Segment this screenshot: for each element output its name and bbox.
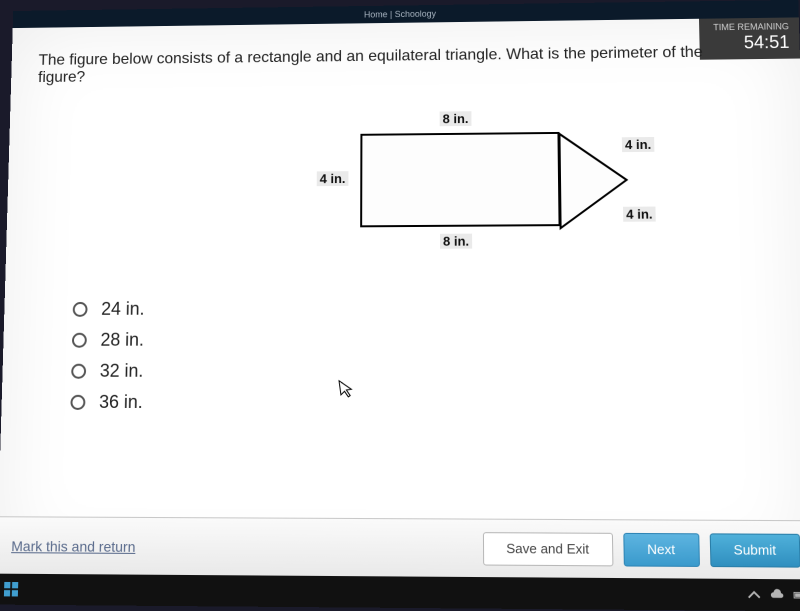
- answer-option[interactable]: 24 in.: [73, 299, 145, 320]
- answer-list: 24 in. 28 in. 32 in. 36 in.: [70, 299, 145, 423]
- chevron-up-icon[interactable]: [747, 587, 762, 602]
- rectangle-shape: [360, 132, 560, 227]
- dim-left: 4 in.: [317, 171, 349, 186]
- battery-icon[interactable]: [793, 588, 800, 603]
- quiz-footer: Mark this and return Save and Exit Next …: [0, 516, 800, 579]
- dim-bottom: 8 in.: [440, 234, 472, 249]
- browser-tab[interactable]: Home | Schoology: [354, 5, 446, 24]
- time-remaining-label: TIME REMAINING: [713, 21, 789, 33]
- dim-top: 8 in.: [440, 111, 472, 126]
- cursor-icon: [338, 378, 357, 405]
- save-and-exit-button[interactable]: Save and Exit: [482, 532, 613, 566]
- answer-option[interactable]: 36 in.: [70, 392, 143, 413]
- answer-label: 24 in.: [101, 299, 145, 320]
- radio-icon[interactable]: [71, 364, 86, 379]
- dim-right-lower: 4 in.: [623, 207, 656, 222]
- footer-spacer: [135, 546, 472, 548]
- windows-start-icon[interactable]: [4, 582, 18, 597]
- answer-option[interactable]: 28 in.: [72, 330, 144, 351]
- question-text: The figure below consists of a rectangle…: [38, 44, 740, 87]
- answer-option[interactable]: 32 in.: [71, 361, 144, 382]
- figure-diagram: 8 in. 4 in. 4 in. 4 in. 8 in.: [300, 107, 662, 268]
- dim-right-upper: 4 in.: [622, 137, 655, 152]
- answer-label: 36 in.: [99, 392, 143, 413]
- answer-label: 28 in.: [100, 330, 144, 351]
- monitor-screen: Home | Schoology TIME REMAINING 54:51 Th…: [0, 0, 800, 611]
- radio-icon[interactable]: [70, 395, 85, 410]
- submit-button[interactable]: Submit: [709, 533, 800, 567]
- quiz-panel: TIME REMAINING 54:51 The figure below co…: [0, 17, 800, 579]
- radio-icon[interactable]: [72, 333, 87, 348]
- mark-and-return-link[interactable]: Mark this and return: [11, 537, 136, 554]
- next-button[interactable]: Next: [623, 532, 699, 566]
- cloud-icon[interactable]: [770, 588, 785, 603]
- answer-label: 32 in.: [100, 361, 144, 382]
- radio-icon[interactable]: [73, 302, 88, 317]
- windows-taskbar[interactable]: [0, 574, 800, 611]
- triangle-shape: [557, 131, 629, 230]
